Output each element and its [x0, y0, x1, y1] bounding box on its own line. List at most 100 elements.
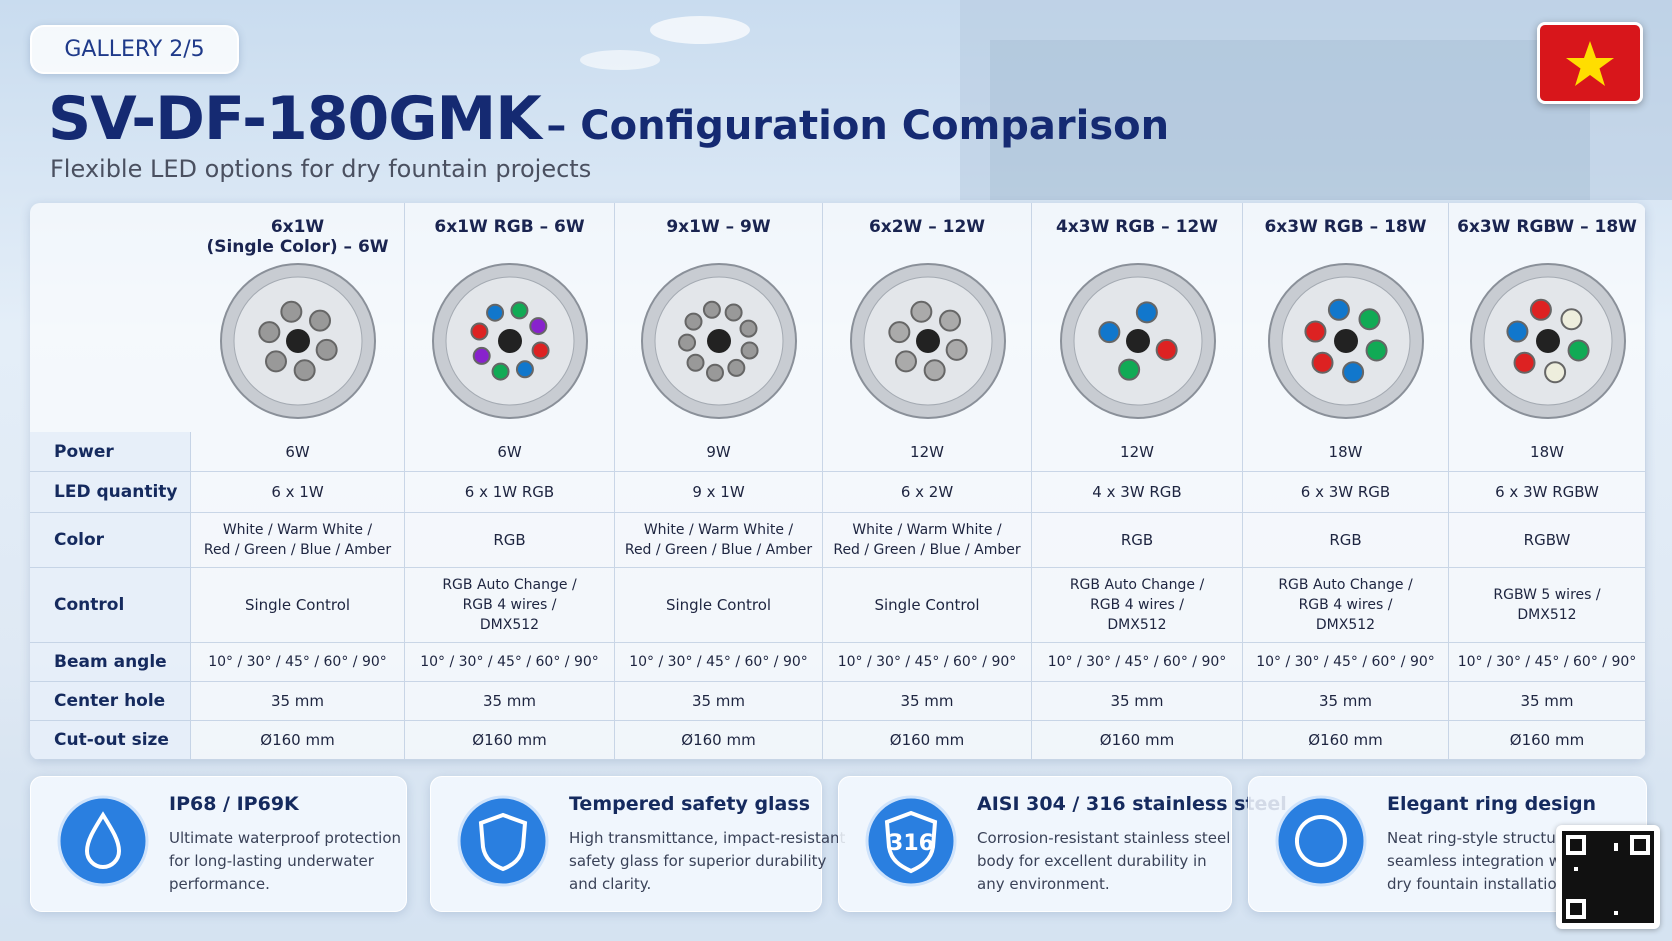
disc-hole	[707, 329, 731, 353]
table-cell: 4 x 3W RGB	[1032, 472, 1243, 513]
qr-module	[1586, 847, 1590, 851]
qr-module	[1642, 875, 1646, 879]
table-cell: 10° / 30° / 45° / 60° / 90°	[405, 643, 615, 682]
qr-module	[1582, 855, 1586, 859]
table-cell: Ø160 mm	[1032, 721, 1243, 760]
qr-module	[1630, 867, 1634, 871]
product-disc	[641, 263, 797, 419]
qr-module	[1586, 891, 1590, 895]
qr-module	[1614, 859, 1618, 863]
qr-module	[1618, 847, 1622, 851]
qr-module	[1566, 879, 1570, 883]
qr-module	[1566, 859, 1570, 863]
column-header: 6x2W – 12W	[823, 203, 1032, 432]
qr-module	[1610, 891, 1614, 895]
led	[293, 359, 316, 382]
qr-module	[1650, 847, 1654, 851]
led	[684, 312, 703, 331]
qr-module	[1598, 899, 1602, 903]
table-cell: RGB Auto Change / RGB 4 wires / DMX512	[1032, 568, 1243, 643]
qr-module	[1618, 907, 1622, 911]
qr-module	[1622, 907, 1626, 911]
qr-module	[1622, 883, 1626, 887]
icon-shape	[478, 812, 528, 872]
qr-module	[1630, 915, 1634, 919]
table-cell: Ø160 mm	[615, 721, 823, 760]
qr-module	[1590, 847, 1594, 851]
qr-module	[1642, 831, 1646, 835]
cell-line: DMX512	[1107, 617, 1167, 633]
qr-module	[1578, 903, 1582, 907]
qr-module	[1570, 831, 1574, 835]
qr-module	[1634, 899, 1638, 903]
cell-line: 6x2W – 12W	[868, 217, 986, 237]
qr-module	[1650, 875, 1654, 879]
qr-module	[1598, 871, 1602, 875]
qr-module	[1618, 859, 1622, 863]
qr-module	[1646, 871, 1650, 875]
qr-module	[1642, 879, 1646, 883]
qr-module	[1606, 835, 1610, 839]
qr-code[interactable]	[1556, 825, 1660, 929]
qr-module	[1634, 883, 1638, 887]
cell-line: Red / Green / Blue / Amber	[203, 542, 392, 558]
feature-icon: 316	[865, 795, 957, 887]
qr-module	[1626, 911, 1630, 915]
qr-module	[1614, 875, 1618, 879]
table-cell: 10° / 30° / 45° / 60° / 90°	[615, 643, 823, 682]
cell-line: Ø160 mm	[681, 731, 756, 749]
cell-line: 35 mm	[1318, 692, 1373, 710]
column-header: 4x3W RGB – 12W	[1032, 203, 1243, 432]
qr-module	[1598, 863, 1602, 867]
qr-module	[1622, 899, 1626, 903]
qr-module	[1642, 895, 1646, 899]
cell-line: RGB	[1329, 531, 1362, 549]
cell-line: 6 x 1W RGB	[464, 483, 555, 501]
column-header: 6x3W RGB – 18W	[1243, 203, 1449, 432]
cell-line: 6x1W RGB – 6W	[434, 217, 585, 237]
qr-module	[1582, 859, 1586, 863]
qr-module	[1630, 875, 1634, 879]
table-cell: Ø160 mm	[191, 721, 405, 760]
table-cell: 6W	[191, 432, 405, 472]
qr-module	[1618, 855, 1622, 859]
cell-line: 6 x 2W	[900, 483, 954, 501]
table-cell: 35 mm	[615, 682, 823, 721]
qr-module	[1638, 903, 1642, 907]
qr-module	[1634, 839, 1638, 843]
cell-line: Single Control	[874, 596, 980, 614]
gallery-badge[interactable]: GALLERY 2/5	[30, 25, 239, 74]
qr-module	[1638, 907, 1642, 911]
qr-module	[1630, 919, 1634, 923]
cell-line: RGB	[1120, 531, 1154, 549]
table-cell: 6 x 2W	[823, 472, 1032, 513]
feature-text: Corrosion-resistant stainless steel body …	[977, 827, 1230, 896]
qr-module	[1618, 911, 1622, 915]
qr-module	[1566, 875, 1570, 879]
qr-module	[1626, 871, 1630, 875]
cell-line: 6x1W	[270, 217, 325, 237]
feature-line: performance.	[169, 875, 270, 893]
qr-module	[1582, 871, 1586, 875]
qr-module	[1578, 887, 1582, 891]
qr-module	[1574, 919, 1578, 923]
qr-module	[1610, 915, 1614, 919]
qr-module	[1622, 911, 1626, 915]
qr-module	[1634, 875, 1638, 879]
product-disc	[849, 263, 1006, 419]
qr-module	[1646, 899, 1650, 903]
qr-module	[1598, 903, 1602, 907]
qr-module	[1646, 875, 1650, 879]
flag[interactable]	[1537, 22, 1643, 104]
qr-module	[1606, 855, 1610, 859]
qr-module	[1562, 859, 1566, 863]
qr-module	[1626, 863, 1630, 867]
qr-module	[1586, 871, 1590, 875]
qr-module	[1606, 871, 1610, 875]
qr-module	[1610, 899, 1614, 903]
feature-icon	[57, 795, 149, 887]
qr-module	[1618, 835, 1622, 839]
qr-module	[1618, 839, 1622, 843]
cell-line: RGBW 5 wires /	[1493, 587, 1601, 603]
